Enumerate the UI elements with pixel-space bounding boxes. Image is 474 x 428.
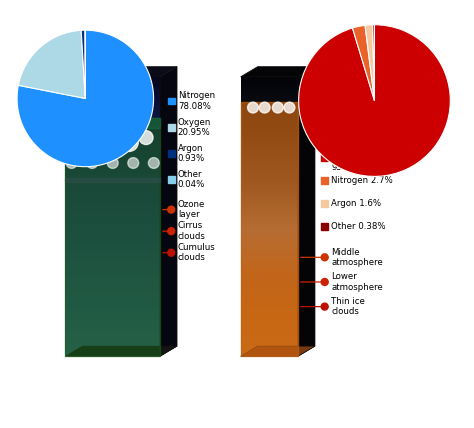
Circle shape xyxy=(273,102,283,113)
Text: Argon
0.93%: Argon 0.93% xyxy=(178,144,205,163)
Text: Middle
atmosphere: Middle atmosphere xyxy=(331,248,383,267)
Wedge shape xyxy=(17,30,154,166)
Polygon shape xyxy=(241,346,315,356)
Wedge shape xyxy=(353,25,374,101)
Circle shape xyxy=(107,158,118,168)
Bar xyxy=(65,178,160,182)
Bar xyxy=(168,98,175,104)
Wedge shape xyxy=(365,25,374,101)
Polygon shape xyxy=(160,67,177,356)
Bar xyxy=(65,118,160,356)
Text: Cumulus
clouds: Cumulus clouds xyxy=(178,243,216,262)
Circle shape xyxy=(84,134,104,154)
Text: Other
0.04%: Other 0.04% xyxy=(178,170,205,189)
Circle shape xyxy=(70,131,87,148)
Bar xyxy=(65,118,160,128)
Circle shape xyxy=(120,133,138,152)
Circle shape xyxy=(247,102,258,113)
Text: Oxygen
20.95%: Oxygen 20.95% xyxy=(178,118,211,137)
Text: Thin ice
clouds: Thin ice clouds xyxy=(331,297,365,316)
Circle shape xyxy=(168,206,175,213)
Bar xyxy=(168,150,175,157)
Polygon shape xyxy=(65,346,177,356)
Circle shape xyxy=(259,102,270,113)
Circle shape xyxy=(168,249,175,256)
Circle shape xyxy=(104,130,120,145)
Text: Lower
atmosphere: Lower atmosphere xyxy=(331,272,383,291)
Polygon shape xyxy=(241,67,315,77)
Bar xyxy=(168,176,175,183)
Text: Argon 1.6%: Argon 1.6% xyxy=(331,199,382,208)
Text: Nitrogen
78.08%: Nitrogen 78.08% xyxy=(178,91,215,111)
Circle shape xyxy=(321,279,328,285)
Wedge shape xyxy=(81,30,85,98)
Circle shape xyxy=(148,158,159,168)
Bar xyxy=(321,154,328,160)
Circle shape xyxy=(321,303,328,310)
Text: Other 0.38%: Other 0.38% xyxy=(331,222,386,231)
Bar xyxy=(321,177,328,184)
Circle shape xyxy=(139,131,153,145)
Circle shape xyxy=(87,158,98,168)
Circle shape xyxy=(128,158,139,168)
Wedge shape xyxy=(373,25,374,101)
Bar xyxy=(168,124,175,131)
Bar xyxy=(321,200,328,207)
Wedge shape xyxy=(18,30,85,98)
Text: Ozone
layer: Ozone layer xyxy=(178,200,205,219)
Polygon shape xyxy=(298,67,315,356)
Circle shape xyxy=(284,102,295,113)
Circle shape xyxy=(321,254,328,261)
Wedge shape xyxy=(299,25,450,176)
Text: Cirrus
clouds: Cirrus clouds xyxy=(178,221,206,241)
Circle shape xyxy=(66,158,77,168)
Polygon shape xyxy=(65,67,177,77)
Text: Nitrogen 2.7%: Nitrogen 2.7% xyxy=(331,176,393,185)
Bar xyxy=(321,223,328,230)
Circle shape xyxy=(168,228,175,235)
Bar xyxy=(241,102,298,356)
Text: Carbon
dioxide
95.32%: Carbon dioxide 95.32% xyxy=(331,143,364,172)
